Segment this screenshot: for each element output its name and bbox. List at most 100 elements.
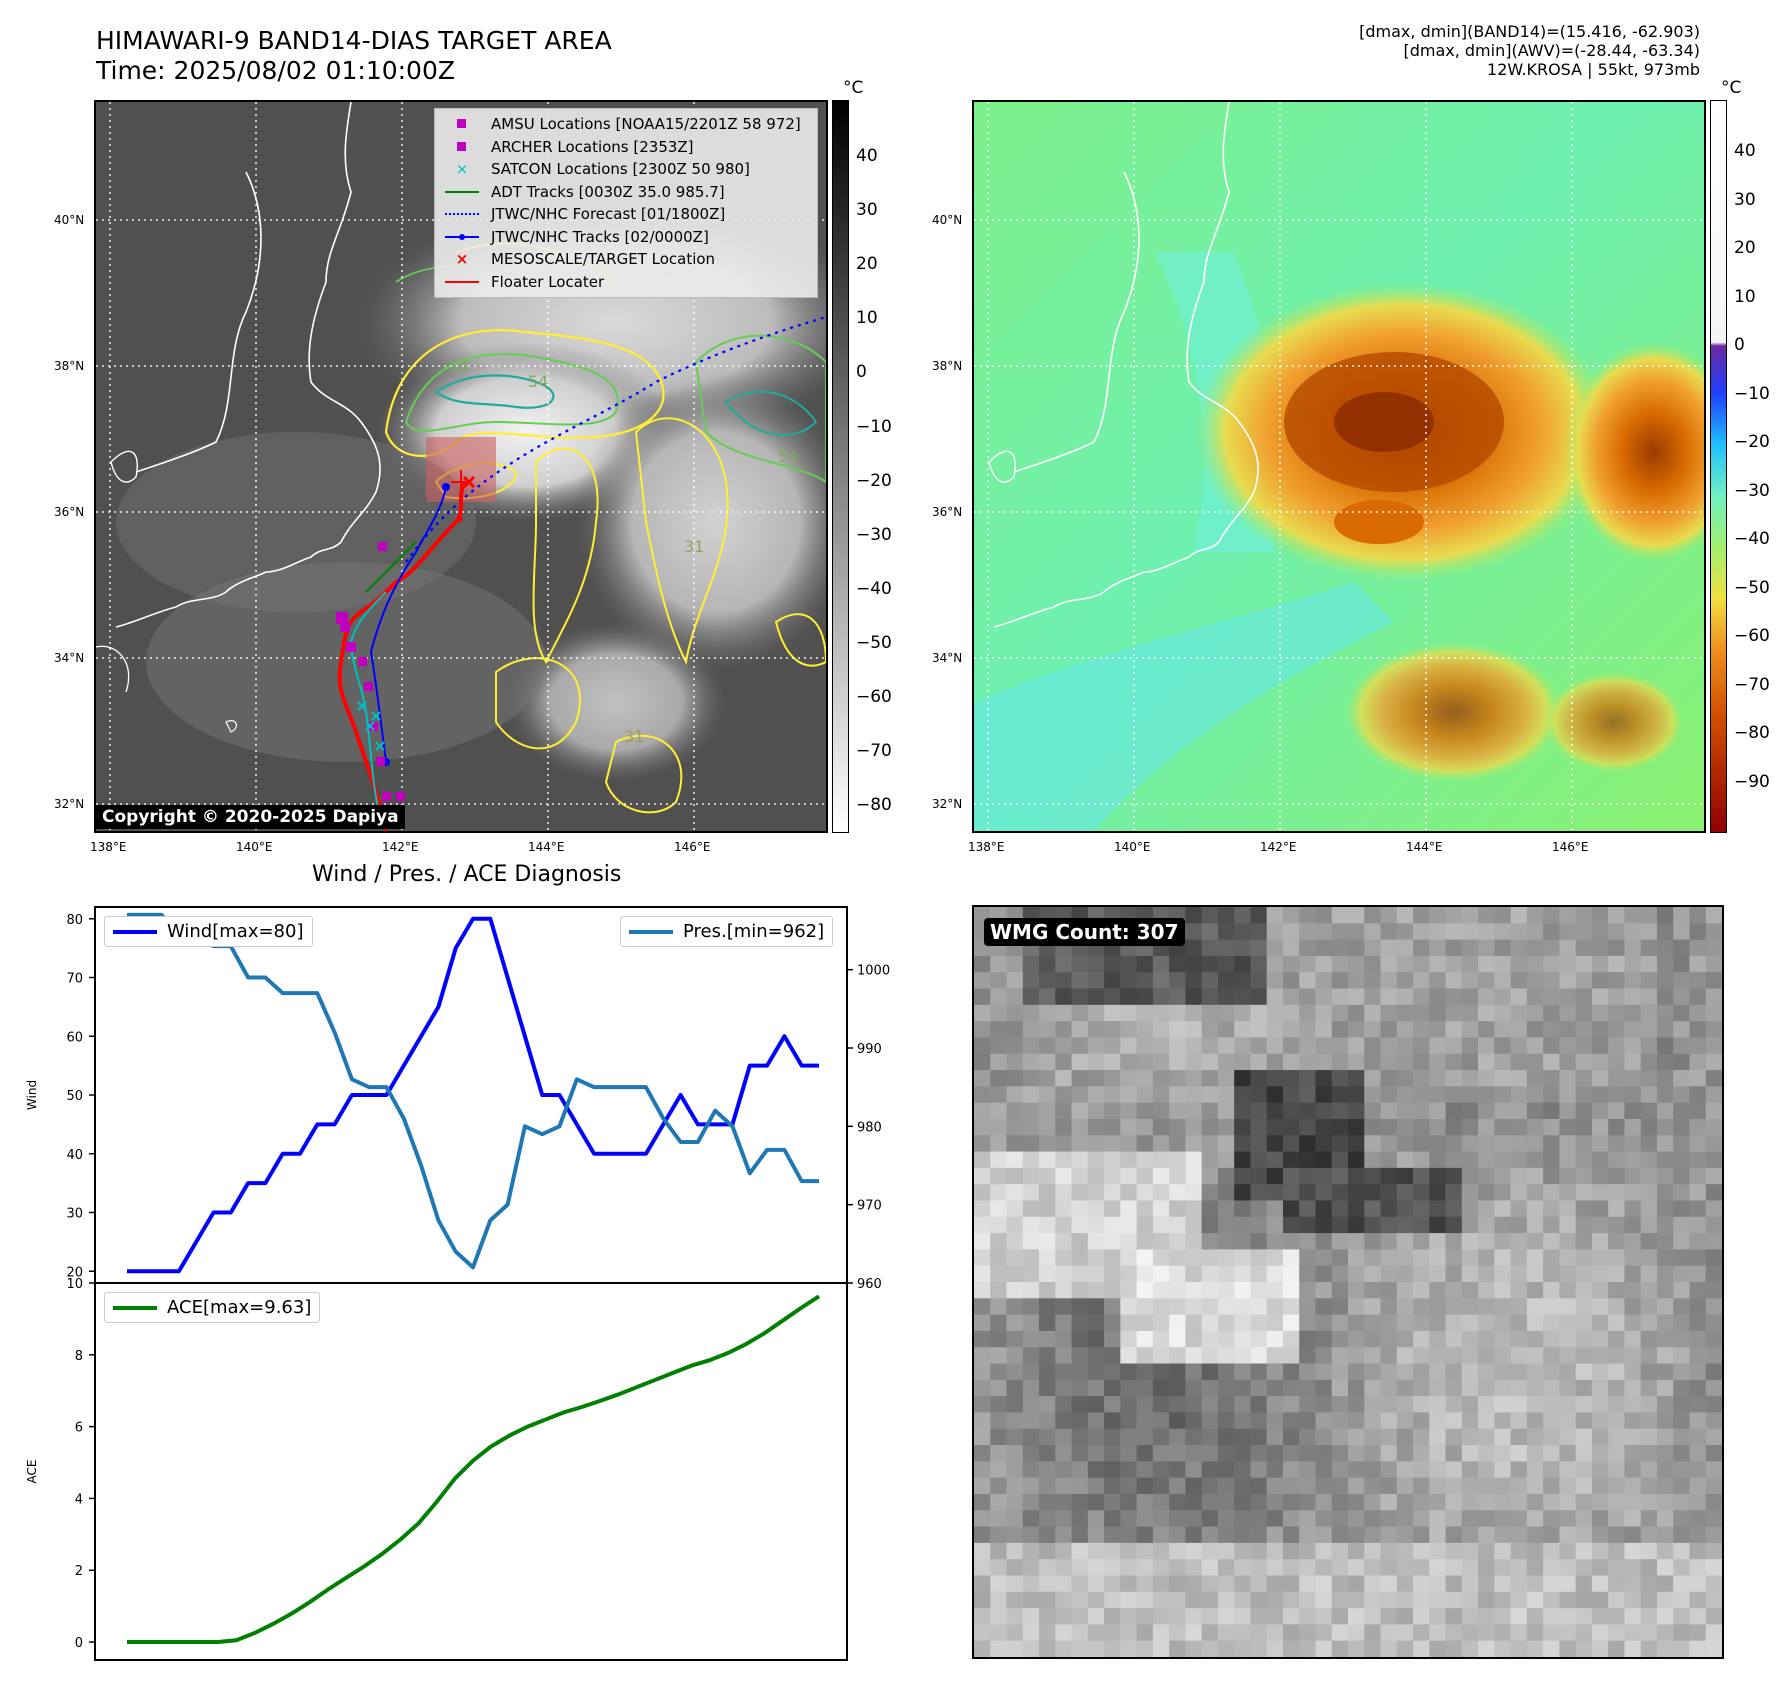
wmg-cell — [1364, 1151, 1382, 1169]
wmg-cell — [1087, 1249, 1105, 1267]
wmg-cell — [1136, 1542, 1154, 1560]
wmg-cell — [1640, 1037, 1658, 1055]
wmg-cell — [1380, 1233, 1398, 1250]
wmg-cell — [1039, 1559, 1056, 1577]
wmg-cell — [1575, 1640, 1593, 1657]
wmg-cell — [1266, 1608, 1284, 1625]
wmg-cell — [1494, 1493, 1512, 1511]
wmg-cell — [1624, 1151, 1642, 1169]
wmg-cell — [1266, 1314, 1284, 1332]
wmg-cell — [1591, 1118, 1609, 1136]
wmg-cell — [1201, 923, 1219, 941]
wmg-cell — [1591, 1216, 1609, 1234]
wmg-cell — [1575, 1184, 1593, 1202]
wmg-cell — [1591, 1053, 1609, 1071]
wmg-cell — [1364, 1477, 1382, 1495]
wmg-cell — [1689, 1053, 1707, 1071]
colorbar-tick: −90 — [1734, 771, 1770, 792]
wmg-cell — [1364, 1412, 1382, 1430]
wmg-cell — [1169, 1282, 1186, 1299]
wmg-cell — [1559, 1053, 1577, 1071]
wmg-cell — [1640, 1591, 1658, 1609]
wmg-cell — [1445, 955, 1463, 973]
wmg-cell — [1494, 1445, 1512, 1462]
wmg-cell — [1543, 1216, 1560, 1234]
wmg-cell — [1461, 1526, 1479, 1544]
wmg-cell — [1591, 1086, 1609, 1104]
wmg-cell — [1266, 1363, 1284, 1381]
wmg-cell — [974, 1314, 991, 1332]
wmg-cell — [1705, 1330, 1722, 1348]
wmg-cell — [1217, 1021, 1235, 1039]
wmg-cell — [1689, 1151, 1707, 1169]
wmg-cell — [1396, 1428, 1414, 1446]
wmg-cell — [1348, 1510, 1365, 1528]
wmg-cell — [1380, 988, 1398, 1006]
color-map-image — [974, 102, 1704, 831]
wmg-cell — [974, 1200, 991, 1218]
wmg-cell — [1152, 1640, 1170, 1657]
wmg-cell — [1348, 1216, 1365, 1234]
wmg-cell — [1315, 1363, 1333, 1381]
wmg-cell — [1217, 1086, 1235, 1104]
wmg-cell — [1705, 1135, 1722, 1153]
wmg-cell — [1413, 1608, 1430, 1625]
wmg-cell — [1234, 1004, 1252, 1022]
wmg-cell — [1055, 1412, 1073, 1430]
wmg-cell — [1608, 1021, 1626, 1039]
pressure-axis-tick-label: 1000 — [857, 964, 890, 979]
wmg-cell — [1608, 907, 1626, 924]
wmg-cell — [1526, 1233, 1544, 1250]
wmg-cell — [1315, 1086, 1333, 1104]
wmg-cell — [1104, 1037, 1121, 1055]
wmg-cell — [1429, 1559, 1447, 1577]
legend-item-mesoscale: × MESOSCALE/TARGET Location — [443, 248, 809, 271]
wmg-cell — [974, 1477, 991, 1495]
wmg-cell — [1705, 1396, 1722, 1414]
wmg-cell — [1543, 1021, 1560, 1039]
wmg-cell — [1250, 1396, 1268, 1414]
wmg-cell — [1445, 1624, 1463, 1642]
wmg-cell — [1039, 972, 1056, 990]
wmg-cell — [1315, 1396, 1333, 1414]
wmg-cell — [1022, 1151, 1040, 1169]
wmg-cell — [1494, 1363, 1512, 1381]
wmg-cell — [1575, 907, 1593, 924]
wmg-cell — [1348, 1249, 1365, 1267]
wmg-cell — [1234, 1282, 1252, 1299]
wmg-cell — [1640, 1151, 1658, 1169]
wmg-cell — [1331, 1135, 1349, 1153]
wmg-cell — [1282, 1053, 1300, 1071]
wmg-cell — [1104, 1461, 1121, 1479]
wmg-cell — [1510, 1477, 1528, 1495]
wmg-cell — [1689, 1314, 1707, 1332]
wmg-cell — [1413, 1347, 1430, 1365]
wmg-cell — [1624, 1526, 1642, 1544]
wmg-cell — [1624, 1477, 1642, 1495]
wmg-cell — [1348, 1118, 1365, 1136]
wmg-cell — [1299, 1314, 1317, 1332]
wmg-cell — [1299, 1200, 1317, 1218]
wmg-cell — [1250, 1118, 1268, 1136]
wmg-cell — [1559, 1118, 1577, 1136]
wmg-cell — [1526, 1200, 1544, 1218]
wmg-cell — [1478, 907, 1495, 924]
wmg-cell — [1071, 1135, 1089, 1153]
wmg-cell — [1478, 1070, 1495, 1087]
wmg-cell — [1104, 1510, 1121, 1528]
wmg-cell — [1559, 1347, 1577, 1365]
wmg-cell — [974, 1282, 991, 1299]
wmg-cell — [1380, 1135, 1398, 1153]
wmg-cell — [1380, 1070, 1398, 1087]
wmg-cell — [1022, 1526, 1040, 1544]
wmg-cell — [1266, 1282, 1284, 1299]
pressure-axis-tick-label: 980 — [857, 1120, 882, 1135]
wmg-cell — [1510, 1445, 1528, 1462]
wmg-cell — [1136, 955, 1154, 973]
wmg-cell — [1282, 1037, 1300, 1055]
wmg-cell — [1656, 1118, 1674, 1136]
wmg-cell — [1640, 1102, 1658, 1120]
wmg-cell — [1461, 907, 1479, 924]
colorbar-tick: −10 — [1734, 383, 1770, 404]
wmg-cell — [1055, 1428, 1073, 1446]
